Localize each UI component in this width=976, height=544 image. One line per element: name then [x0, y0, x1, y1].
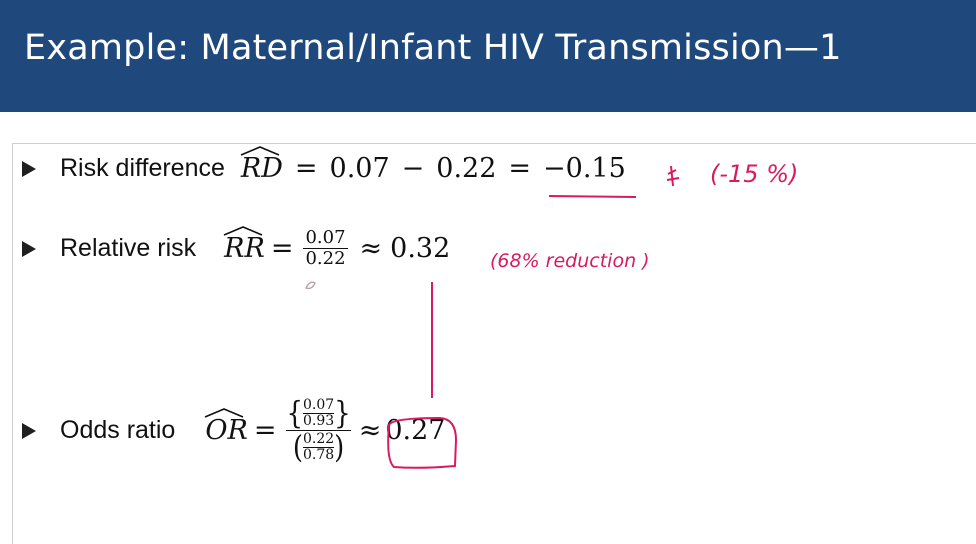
bullet-label: Odds ratio: [60, 416, 176, 444]
rr-formula: RR = 0.07 0.22 ≈ 0.32: [223, 226, 451, 269]
or-denominator: ( 0.22 0.78 ): [292, 429, 345, 466]
hat-icon: [205, 408, 244, 418]
rd-scribble-mark: [666, 165, 680, 187]
bullet-odds-ratio: Odds ratio OR = { 0.07 0.93 } ( 0.22: [22, 398, 445, 463]
rr-numerator: 0.07: [305, 227, 346, 248]
title-bar: Example: Maternal/Infant HIV Transmissio…: [0, 0, 976, 112]
rr-denominator: 0.22: [305, 248, 346, 269]
or-formula: OR = { 0.07 0.93 } ( 0.22 0.78: [205, 395, 446, 466]
rr-estimator: RR: [223, 226, 265, 264]
rr-fraction: 0.07 0.22: [303, 227, 348, 269]
or-numerator: { 0.07 0.93 }: [286, 395, 351, 432]
rr-result: 0.32: [390, 233, 451, 264]
rr-reduction-annotation: (68% reduction ): [490, 250, 650, 272]
slide-content-frame: [12, 143, 976, 544]
rd-value-a: 0.07: [329, 153, 390, 184]
hat-icon: [223, 226, 263, 236]
bullet-risk-difference: Risk difference RD = 0.07 − 0.22 = −0.15: [22, 146, 626, 184]
bullet-relative-risk: Relative risk RR = 0.07 0.22 ≈ 0.32: [22, 226, 451, 269]
slide-title: Example: Maternal/Infant HIV Transmissio…: [24, 28, 842, 68]
bullet-arrow-icon: [22, 240, 36, 257]
rd-result: −0.15: [543, 153, 626, 184]
bullet-label: Relative risk: [60, 234, 197, 262]
rd-value-b: 0.22: [436, 153, 497, 184]
bullet-label: Risk difference: [60, 154, 225, 182]
or-result-circle: [387, 416, 458, 469]
stray-mark: [305, 281, 316, 290]
or-result: 0.27: [385, 415, 446, 446]
rd-estimator: RD: [240, 146, 283, 184]
or-fraction: { 0.07 0.93 } ( 0.22 0.78 ): [286, 395, 351, 466]
rd-percent-annotation: (-15 %): [710, 160, 799, 188]
or-estimator: OR: [205, 408, 248, 446]
bullet-arrow-icon: [22, 422, 36, 439]
bullet-arrow-icon: [22, 160, 36, 177]
rd-formula: RD = 0.07 − 0.22 = −0.15: [240, 146, 626, 184]
rd-underline: [548, 195, 637, 198]
hat-icon: [240, 146, 280, 156]
